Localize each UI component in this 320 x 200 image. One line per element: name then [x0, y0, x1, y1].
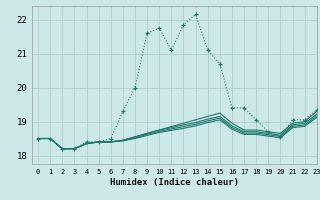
- X-axis label: Humidex (Indice chaleur): Humidex (Indice chaleur): [110, 178, 239, 187]
